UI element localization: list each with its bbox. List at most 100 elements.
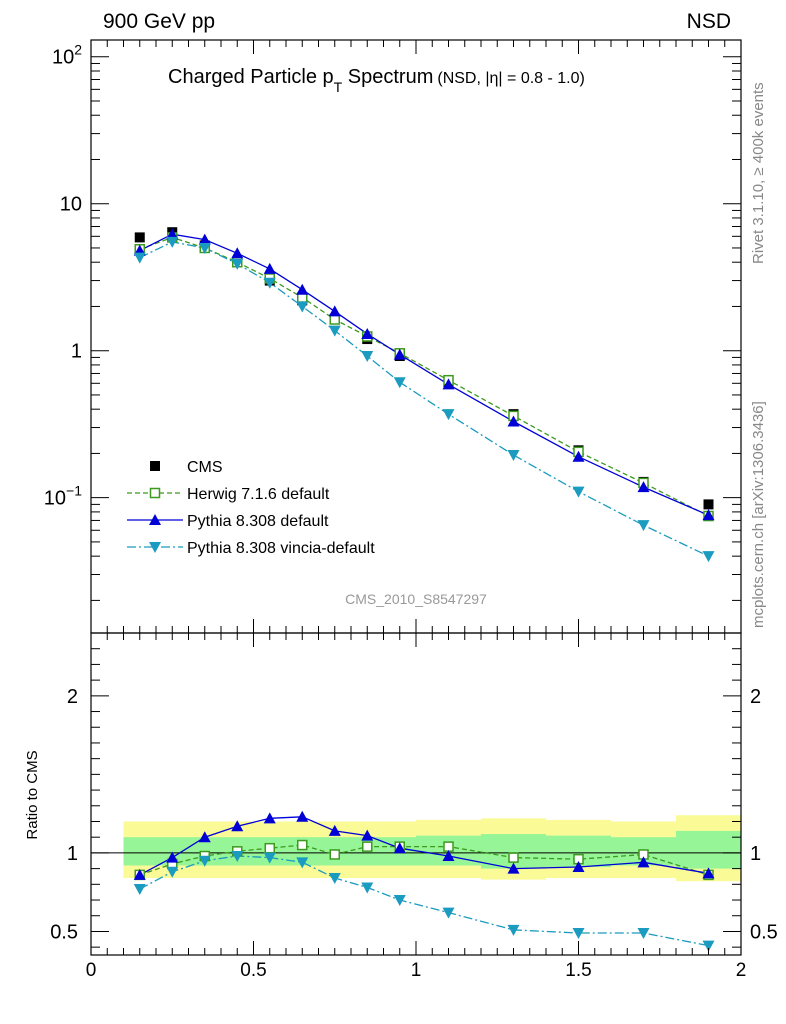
- ratio-y-axis-label: Ratio to CMS: [24, 750, 41, 839]
- chart-title: Charged Particle pT Spectrum (NSD, |η| = …: [168, 66, 585, 95]
- legend-label-data: CMS: [187, 459, 223, 476]
- vincia-point: [361, 351, 374, 363]
- legend-label-pythia: Pythia 8.308 default: [187, 513, 329, 530]
- pythia-point: [442, 378, 455, 390]
- pythia-main-line: [139, 233, 709, 516]
- band-inner: [123, 837, 156, 866]
- pythia-point: [637, 856, 650, 868]
- vincia-point: [572, 486, 585, 498]
- title-rest: Spectrum: [342, 66, 433, 88]
- vincia-point: [328, 325, 341, 337]
- y-tick-base: 10: [44, 488, 66, 510]
- side-label-mcplots: mcplots.cern.ch [arXiv:1306.3436]: [750, 401, 767, 628]
- pythia-point: [149, 514, 161, 525]
- legend-item-pythia: Pythia 8.308 default: [127, 513, 329, 530]
- cms-data-point: [703, 499, 714, 510]
- cms-data-point: [150, 461, 160, 471]
- y-tick-base: 10: [52, 47, 74, 69]
- legend-label-vincia: Pythia 8.308 vincia-default: [187, 540, 375, 557]
- watermark-analysis: CMS_2010_S8547297: [345, 591, 487, 607]
- pythia-point: [393, 842, 406, 854]
- vincia-point: [507, 924, 520, 936]
- x-tick-label: 0.5: [240, 960, 266, 981]
- header-right: NSD: [687, 10, 731, 33]
- herwig-point: [508, 852, 519, 863]
- vincia-point: [296, 857, 309, 869]
- pythia-point: [328, 305, 341, 317]
- vincia-point: [263, 852, 276, 864]
- pythia-point: [296, 283, 309, 295]
- pythia-ratio-line: [139, 816, 709, 876]
- vincia-point: [231, 258, 244, 270]
- vincia-point: [231, 851, 244, 863]
- pythia-point: [166, 851, 179, 863]
- y-tick-exponent: 2: [74, 42, 82, 58]
- ratio-y-tick-label-right: 0.5: [750, 921, 778, 943]
- ratio-y-tick-label-left: 2: [67, 686, 78, 708]
- pythia-point: [133, 868, 146, 880]
- herwig-point: [264, 842, 275, 854]
- herwig-point: [297, 839, 308, 851]
- vincia-point: [328, 873, 341, 885]
- legend: CMS Herwig 7.1.6 default Pythia 8.308 defa…: [127, 459, 375, 557]
- y-tick-label: 1: [71, 341, 82, 363]
- y-tick-base: 10: [60, 194, 82, 216]
- vincia-point: [133, 884, 146, 896]
- series-markers: [133, 227, 715, 952]
- ratio-y-tick-label-right: 1: [750, 843, 761, 865]
- vincia-point: [149, 542, 161, 553]
- vincia-point: [637, 520, 650, 532]
- ratio-y-tick-label-left: 0.5: [50, 921, 78, 943]
- vincia-point: [198, 855, 211, 867]
- pythia-point: [361, 829, 374, 841]
- series-lines: [139, 233, 709, 947]
- title-note: (NSD, |η| = 0.8 - 1.0): [437, 70, 584, 87]
- pythia-point: [166, 228, 179, 240]
- y-tick-label: 10: [60, 194, 82, 216]
- legend-label-herwig: Herwig 7.1.6 default: [187, 486, 330, 503]
- vincia-point: [198, 242, 211, 254]
- y-tick-base: 1: [71, 341, 82, 363]
- pythia-point: [263, 262, 276, 274]
- pythia-point: [702, 867, 715, 879]
- pythia-point: [393, 348, 406, 360]
- vincia-point: [637, 928, 650, 940]
- header-left: 900 GeV pp: [103, 10, 215, 33]
- pythia-point: [198, 831, 211, 843]
- y-tick-label: 102: [52, 42, 82, 69]
- herwig-point: [329, 849, 340, 860]
- y-tick-label: 10−1: [44, 483, 82, 510]
- vincia-point: [702, 551, 715, 563]
- vincia-point: [702, 940, 715, 952]
- pythia-point: [231, 247, 244, 259]
- vincia-point: [166, 236, 179, 248]
- ratio-y-tick-label-right: 2: [750, 686, 761, 708]
- vincia-point: [572, 928, 585, 940]
- title-main: Charged Particle p: [168, 66, 334, 88]
- vincia-point: [296, 301, 309, 313]
- pythia-point: [263, 812, 276, 824]
- pythia-point: [572, 861, 585, 873]
- y-tick-exponent: −1: [66, 483, 82, 499]
- vincia-point: [507, 450, 520, 462]
- vincia-point: [393, 895, 406, 907]
- ratio-plot-frame: [90, 632, 742, 956]
- x-tick-label: 2: [736, 960, 747, 981]
- vincia-point: [442, 907, 455, 919]
- title-subscript: T: [334, 79, 343, 95]
- pythia-point: [328, 824, 341, 836]
- pythia-point: [507, 862, 520, 874]
- x-tick-label: 1: [411, 960, 422, 981]
- legend-item-data: CMS: [150, 459, 223, 476]
- pythia-point: [702, 509, 715, 521]
- herwig-ratio-line: [139, 844, 709, 876]
- vincia-ratio-line: [139, 855, 709, 947]
- pythia-point: [198, 233, 211, 245]
- x-tick-label: 0: [86, 960, 97, 981]
- legend-item-herwig: Herwig 7.1.6 default: [127, 486, 330, 503]
- side-label-rivet: Rivet 3.1.10, ≥ 400k events: [750, 82, 767, 264]
- pythia-point: [442, 850, 455, 862]
- cms-data-point: [134, 232, 145, 243]
